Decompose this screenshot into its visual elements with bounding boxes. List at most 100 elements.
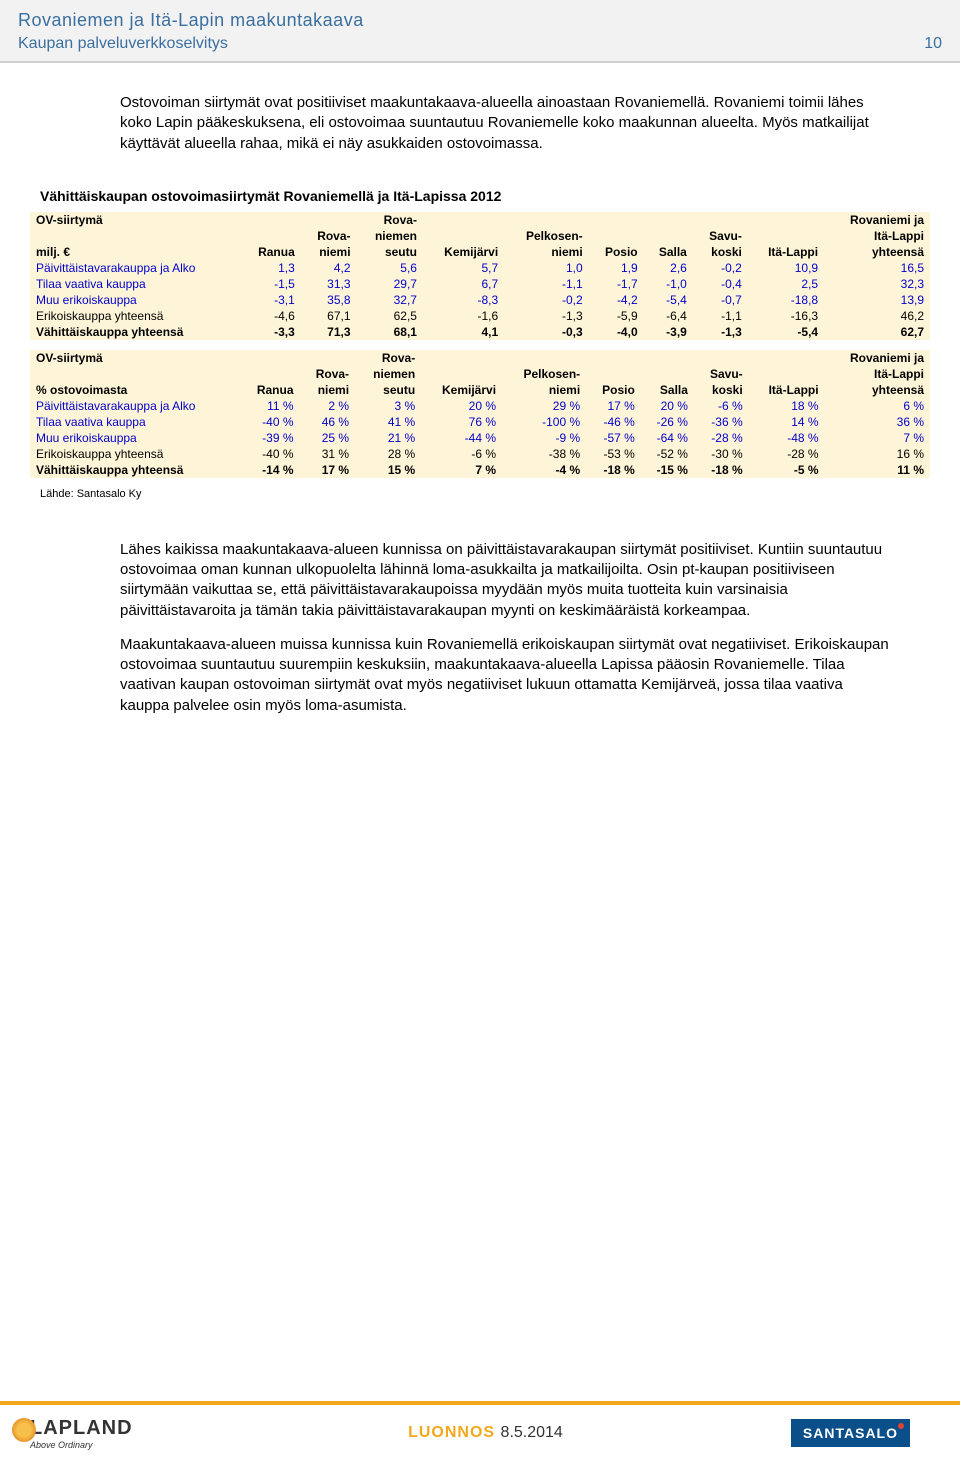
cell: 3 % (355, 398, 421, 414)
doc-subtitle-row: Kaupan palveluverkkoselvitys 10 (18, 35, 942, 53)
col-header: Ranua (240, 382, 300, 398)
col-header (241, 228, 301, 244)
cell: 31,3 (301, 276, 357, 292)
table-corner: OV-siirtymä (30, 350, 240, 366)
col-header (241, 212, 301, 228)
cell: -1,0 (644, 276, 693, 292)
col-header (644, 228, 693, 244)
table-row: Tilaa vaativa kauppa-1,531,329,76,7-1,1 -… (30, 276, 930, 292)
cell: -1,1 (504, 276, 589, 292)
cell: 13,9 (824, 292, 930, 308)
cell: 29 % (502, 398, 586, 414)
col-header (748, 228, 824, 244)
col-header (748, 212, 824, 228)
col-header (301, 212, 357, 228)
cell: 62,7 (824, 324, 930, 340)
cell: -5,4 (644, 292, 693, 308)
cell: -3,9 (644, 324, 693, 340)
col-header (502, 350, 586, 366)
cell: 71,3 (301, 324, 357, 340)
cell: 2,5 (748, 276, 824, 292)
col-header: koski (694, 382, 749, 398)
col-header: koski (693, 244, 748, 260)
col-header: niemi (300, 382, 356, 398)
cell: 1,9 (589, 260, 644, 276)
draft-date: 8.5.2014 (501, 1424, 563, 1441)
col-header: Kemijärvi (423, 244, 504, 260)
cell: 14 % (749, 414, 825, 430)
cell: 16 % (825, 446, 930, 462)
cell: 15 % (355, 462, 421, 478)
cell: 17 % (300, 462, 356, 478)
col-header: Itä-Lappi (748, 244, 824, 260)
cell: 6,7 (423, 276, 504, 292)
cell: 76 % (421, 414, 502, 430)
cell: -4,6 (241, 308, 301, 324)
cell: -18,8 (748, 292, 824, 308)
cell: 16,5 (824, 260, 930, 276)
draft-label: LUONNOS (408, 1424, 495, 1441)
col-header: niemi (301, 244, 357, 260)
table-row: Päivittäistavarakauppa ja Alko11 %2 %3 %… (30, 398, 930, 414)
col-header: yhteensä (824, 244, 930, 260)
cell: 17 % (586, 398, 641, 414)
col-header: Savu- (694, 366, 749, 382)
cell: -6 % (421, 446, 502, 462)
cell: -38 % (502, 446, 586, 462)
cell: -64 % (641, 430, 694, 446)
cell: 4,1 (423, 324, 504, 340)
source-note: Lähde: Santasalo Ky (0, 488, 960, 500)
cell: -0,4 (693, 276, 748, 292)
lapland-logo: LAPLAND Above Ordinary (30, 1410, 180, 1456)
table-row: Erikoiskauppa yhteensä-4,667,162,5-1,6-1… (30, 308, 930, 324)
row-label: Tilaa vaativa kauppa (30, 276, 241, 292)
col-header: Pelkosen- (504, 228, 589, 244)
col-header (504, 212, 589, 228)
col-header (423, 228, 504, 244)
col-header (644, 212, 693, 228)
cell: 31 % (300, 446, 356, 462)
cell: -15 % (641, 462, 694, 478)
cell: 62,5 (357, 308, 423, 324)
table-row: Päivittäistavarakauppa ja Alko1,34,25,65… (30, 260, 930, 276)
cell: -8,3 (423, 292, 504, 308)
cell: -0,2 (693, 260, 748, 276)
cell: 35,8 (301, 292, 357, 308)
cell: -18 % (586, 462, 641, 478)
col-header (586, 350, 641, 366)
cell: 1,0 (504, 260, 589, 276)
cell: -1,5 (241, 276, 301, 292)
cell: 18 % (749, 398, 825, 414)
cell: -3,1 (241, 292, 301, 308)
cell: 6 % (825, 398, 930, 414)
cell: -0,7 (693, 292, 748, 308)
row-label: Muu erikoiskauppa (30, 430, 240, 446)
page-footer: LAPLAND Above Ordinary LUONNOS 8.5.2014 … (0, 1401, 960, 1461)
col-header: Itä-Lappi (825, 366, 930, 382)
cell: -16,3 (748, 308, 824, 324)
table-row: Tilaa vaativa kauppa-40 %46 %41 %76 %-10… (30, 414, 930, 430)
cell: 21 % (355, 430, 421, 446)
col-header: Rova- (357, 212, 423, 228)
col-header: Rova- (300, 366, 356, 382)
analysis-para-2: Maakuntakaava-alueen muissa kunnissa kui… (120, 635, 895, 716)
cell: -9 % (502, 430, 586, 446)
cell: -3,3 (241, 324, 301, 340)
table-row: Vähittäiskauppa yhteensä-3,371,368,14,1-… (30, 324, 930, 340)
col-header: seutu (355, 382, 421, 398)
lapland-logo-sub: Above Ordinary (30, 1440, 180, 1450)
cell: 29,7 (357, 276, 423, 292)
cell: -18 % (694, 462, 749, 478)
col-header (421, 350, 502, 366)
cell: 28 % (355, 446, 421, 462)
col-header: Rovaniemi ja (824, 212, 930, 228)
table-row: Erikoiskauppa yhteensä-40 %31 %28 %-6 %-… (30, 446, 930, 462)
cell: 68,1 (357, 324, 423, 340)
cell: 20 % (421, 398, 502, 414)
row-label: Erikoiskauppa yhteensä (30, 308, 241, 324)
footer-center: LUONNOS 8.5.2014 (408, 1424, 563, 1442)
cell: -40 % (240, 414, 300, 430)
cell: 10,9 (748, 260, 824, 276)
cell: 1,3 (241, 260, 301, 276)
col-header: Rova- (355, 350, 421, 366)
